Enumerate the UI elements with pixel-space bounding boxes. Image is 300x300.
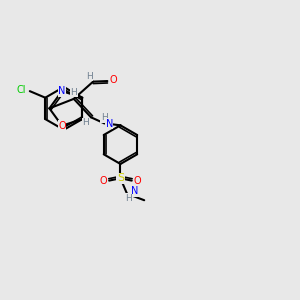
Text: H: H	[86, 72, 93, 81]
Text: O: O	[110, 76, 117, 85]
Text: H: H	[70, 88, 77, 97]
Text: H: H	[101, 113, 107, 122]
Text: N: N	[131, 186, 139, 196]
Text: Cl: Cl	[17, 85, 26, 95]
Text: N: N	[106, 119, 113, 129]
Text: O: O	[99, 176, 107, 186]
Text: S: S	[117, 173, 124, 183]
Text: N: N	[58, 86, 66, 96]
Text: O: O	[134, 176, 142, 186]
Text: O: O	[58, 121, 66, 131]
Text: H: H	[82, 118, 89, 127]
Text: H: H	[125, 194, 131, 203]
